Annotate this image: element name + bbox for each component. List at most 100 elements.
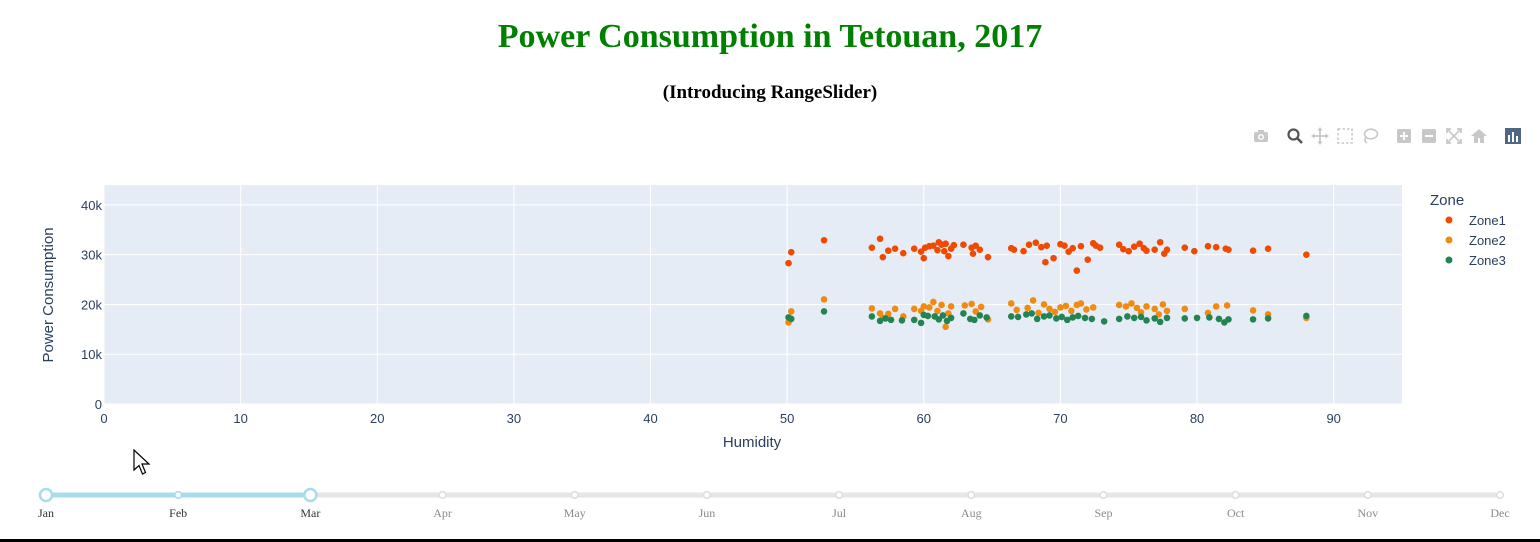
data-point — [983, 314, 990, 321]
data-point — [976, 246, 984, 254]
slider-label-sep[interactable]: Sep — [1094, 506, 1112, 520]
data-point — [1143, 247, 1150, 254]
data-point — [1143, 317, 1150, 324]
slider-label-aug[interactable]: Aug — [961, 506, 982, 520]
plot-area[interactable] — [104, 185, 1402, 404]
data-point — [1042, 258, 1049, 266]
slider-label-feb[interactable]: Feb — [169, 506, 187, 520]
data-point — [1010, 246, 1018, 254]
zoom-in-icon[interactable] — [1395, 127, 1413, 145]
slider-tick-sep[interactable] — [1099, 490, 1108, 500]
data-point — [945, 252, 952, 260]
slider-label-may[interactable]: May — [564, 506, 586, 520]
slider-label-jul[interactable]: Jul — [832, 506, 847, 520]
x-tick-label: 60 — [917, 411, 931, 426]
zoom-out-icon[interactable] — [1420, 127, 1438, 145]
data-point — [1046, 305, 1053, 313]
lasso-select-icon[interactable] — [1361, 127, 1379, 145]
reset-axes-icon[interactable] — [1470, 127, 1488, 145]
slider-label-mar[interactable]: Mar — [300, 506, 320, 520]
x-tick-label: 80 — [1190, 411, 1204, 426]
data-point — [1163, 314, 1171, 322]
camera-icon[interactable] — [1252, 127, 1270, 145]
data-point — [1204, 242, 1212, 250]
data-point — [1151, 315, 1158, 322]
data-point — [1151, 246, 1158, 254]
mouse-cursor-icon — [133, 448, 153, 482]
legend-item-zone2[interactable]: Zone2 — [1469, 233, 1506, 248]
data-point — [1181, 315, 1189, 322]
box-select-icon[interactable] — [1336, 127, 1354, 145]
data-point — [1007, 300, 1015, 307]
data-point — [1053, 315, 1060, 322]
slider-handle-jan[interactable] — [38, 487, 54, 503]
slider-tick-apr[interactable] — [438, 490, 447, 500]
data-point — [1249, 247, 1257, 254]
data-point — [820, 296, 828, 303]
data-point — [1212, 303, 1220, 310]
autoscale-icon[interactable] — [1445, 127, 1463, 145]
x-tick-label: 70 — [1053, 411, 1067, 426]
data-point — [887, 316, 895, 324]
slider-tick-feb[interactable] — [174, 490, 183, 500]
pan-icon[interactable] — [1311, 127, 1329, 145]
slider-tick-oct[interactable] — [1231, 490, 1240, 500]
data-point — [972, 242, 980, 250]
data-point — [934, 307, 941, 315]
slider-tick-jul[interactable] — [834, 490, 844, 500]
data-point — [984, 253, 992, 261]
data-point — [1143, 303, 1150, 310]
data-point — [891, 245, 899, 253]
data-point — [1073, 267, 1081, 274]
data-point — [1035, 309, 1042, 317]
legend-marker — [1445, 236, 1453, 244]
legend-item-zone1[interactable]: Zone1 — [1469, 213, 1506, 228]
data-point — [1046, 312, 1053, 319]
y-tick-label: 20k — [81, 297, 102, 312]
data-point — [1068, 307, 1075, 315]
data-point — [1061, 242, 1068, 250]
data-point — [950, 241, 958, 249]
data-point — [1043, 242, 1051, 250]
slider-handle-mar[interactable] — [303, 487, 318, 503]
slider-tick-nov[interactable] — [1363, 490, 1372, 500]
data-point — [917, 248, 925, 255]
slider-label-apr[interactable]: Apr — [433, 506, 452, 520]
slider-label-jan[interactable]: Jan — [38, 506, 54, 520]
slider-tick-may[interactable] — [570, 490, 579, 500]
data-point — [972, 308, 980, 315]
slider-label-nov[interactable]: Nov — [1357, 506, 1378, 520]
slider-label-jun[interactable]: Jun — [699, 506, 716, 520]
data-point — [1133, 304, 1141, 312]
data-point — [1028, 310, 1036, 317]
data-point — [961, 302, 969, 309]
data-point — [1264, 315, 1272, 322]
slider-label-dec[interactable]: Dec — [1490, 506, 1509, 520]
data-point — [1181, 305, 1189, 313]
data-point — [1130, 314, 1138, 322]
legend-item-zone3[interactable]: Zone3 — [1469, 253, 1506, 268]
data-point — [1115, 315, 1123, 323]
plotly-logo-icon[interactable] — [1504, 127, 1522, 145]
data-point — [1013, 306, 1020, 314]
range-slider[interactable]: Jan Feb Mar Apr May Jun Jul Aug Sep Oct Nov Dec — [38, 487, 1510, 520]
data-point — [868, 244, 876, 252]
data-point — [787, 308, 795, 315]
data-point — [917, 319, 925, 327]
y-axis-label: Power Consumption — [40, 227, 57, 362]
data-point — [942, 240, 949, 248]
zoom-icon[interactable] — [1286, 127, 1304, 145]
slider-tick-jun[interactable] — [702, 490, 712, 500]
x-tick-label: 20 — [370, 411, 384, 426]
data-point — [1022, 311, 1030, 318]
slider-label-oct[interactable]: Oct — [1227, 506, 1245, 520]
slider-tick-dec[interactable] — [1495, 490, 1505, 500]
data-point — [882, 315, 889, 322]
data-point — [920, 303, 928, 310]
data-point — [1007, 313, 1015, 320]
data-point — [1156, 238, 1164, 246]
x-tick-label: 10 — [233, 411, 247, 426]
y-tick-label: 10k — [81, 347, 102, 362]
slider-tick-aug[interactable] — [967, 490, 976, 500]
